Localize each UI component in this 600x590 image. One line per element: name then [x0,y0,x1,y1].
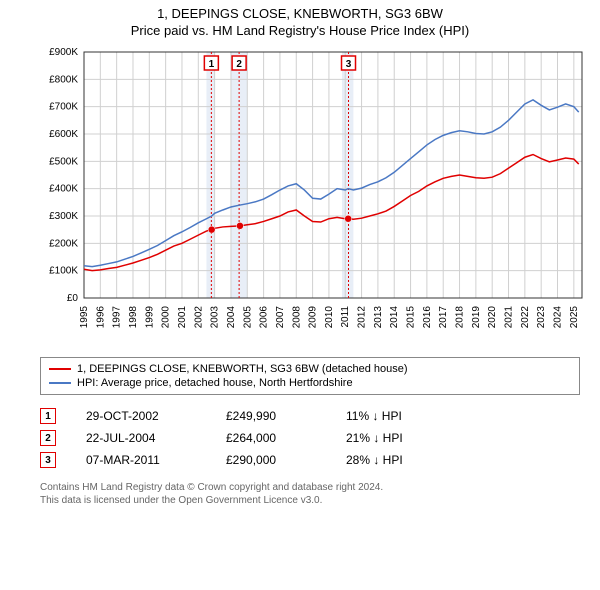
footer-line2: This data is licensed under the Open Gov… [40,494,580,507]
svg-text:2017: 2017 [438,306,449,329]
footer-attribution: Contains HM Land Registry data © Crown c… [40,481,580,515]
svg-text:£100K: £100K [49,266,78,277]
svg-text:2006: 2006 [259,306,270,329]
svg-text:2011: 2011 [340,306,351,328]
svg-text:2019: 2019 [471,306,482,329]
svg-text:1: 1 [209,59,215,70]
legend-box: 1, DEEPINGS CLOSE, KNEBWORTH, SG3 6BW (d… [40,357,580,395]
sale-price: £290,000 [226,453,316,467]
svg-text:£300K: £300K [49,211,78,222]
svg-text:2023: 2023 [536,306,547,329]
svg-text:2001: 2001 [177,306,188,329]
sale-price: £249,990 [226,409,316,423]
svg-text:2007: 2007 [275,306,286,329]
svg-text:2004: 2004 [226,306,237,329]
title-subtitle: Price paid vs. HM Land Registry's House … [0,21,600,44]
sale-row: 1 29-OCT-2002 £249,990 11% ↓ HPI [40,405,600,427]
sale-marker: 3 [40,452,56,468]
legend-label: 1, DEEPINGS CLOSE, KNEBWORTH, SG3 6BW (d… [77,363,408,375]
svg-text:£900K: £900K [49,47,78,58]
chart-area: £0 £100K £200K £300K £400K £500K £600K £700K £80… [40,44,590,349]
svg-text:£800K: £800K [49,74,78,85]
title-address: 1, DEEPINGS CLOSE, KNEBWORTH, SG3 6BW [0,0,600,21]
svg-text:2018: 2018 [455,306,466,329]
footer-line1: Contains HM Land Registry data © Crown c… [40,481,580,494]
svg-text:1996: 1996 [95,306,106,329]
svg-text:2016: 2016 [422,306,433,329]
svg-text:2003: 2003 [210,306,221,329]
svg-text:2: 2 [236,59,242,70]
svg-text:2000: 2000 [161,306,172,329]
svg-text:2021: 2021 [504,306,515,329]
sale-diff: 28% ↓ HPI [346,453,436,467]
svg-text:2012: 2012 [357,306,368,329]
svg-text:1995: 1995 [79,306,90,329]
svg-text:2010: 2010 [324,306,335,329]
price-chart-svg: £0 £100K £200K £300K £400K £500K £600K £700K £80… [40,44,590,344]
svg-text:£600K: £600K [49,129,78,140]
svg-text:2022: 2022 [520,306,531,329]
sale-diff: 11% ↓ HPI [346,409,436,423]
legend-row: 1, DEEPINGS CLOSE, KNEBWORTH, SG3 6BW (d… [49,362,571,376]
svg-text:1997: 1997 [112,306,123,329]
svg-text:3: 3 [346,59,352,70]
legend-swatch [49,382,71,384]
sale-price: £264,000 [226,431,316,445]
svg-text:£700K: £700K [49,102,78,113]
sale-diff: 21% ↓ HPI [346,431,436,445]
svg-text:2014: 2014 [389,306,400,329]
sale-row: 2 22-JUL-2004 £264,000 21% ↓ HPI [40,427,600,449]
svg-text:£200K: £200K [49,238,78,249]
svg-text:2024: 2024 [553,306,564,329]
sale-date: 07-MAR-2011 [86,453,196,467]
page-container: 1, DEEPINGS CLOSE, KNEBWORTH, SG3 6BW Pr… [0,0,600,515]
sale-marker: 2 [40,430,56,446]
sale-marker: 1 [40,408,56,424]
sale-date: 22-JUL-2004 [86,431,196,445]
legend-row: HPI: Average price, detached house, Nort… [49,376,571,390]
legend-label: HPI: Average price, detached house, Nort… [77,377,353,389]
svg-text:£0: £0 [67,293,79,304]
svg-text:1999: 1999 [144,306,155,329]
svg-text:1998: 1998 [128,306,139,329]
svg-text:2013: 2013 [373,306,384,329]
sale-date: 29-OCT-2002 [86,409,196,423]
svg-text:£400K: £400K [49,184,78,195]
sales-table: 1 29-OCT-2002 £249,990 11% ↓ HPI 2 22-JUL-200… [40,405,600,471]
svg-text:2020: 2020 [487,306,498,329]
svg-text:2002: 2002 [193,306,204,329]
svg-text:2025: 2025 [569,306,580,329]
svg-text:£500K: £500K [49,156,78,167]
svg-text:2008: 2008 [291,306,302,329]
svg-text:2009: 2009 [308,306,319,329]
svg-text:2005: 2005 [242,306,253,329]
legend-swatch [49,368,71,370]
sale-row: 3 07-MAR-2011 £290,000 28% ↓ HPI [40,449,600,471]
svg-text:2015: 2015 [406,306,417,329]
